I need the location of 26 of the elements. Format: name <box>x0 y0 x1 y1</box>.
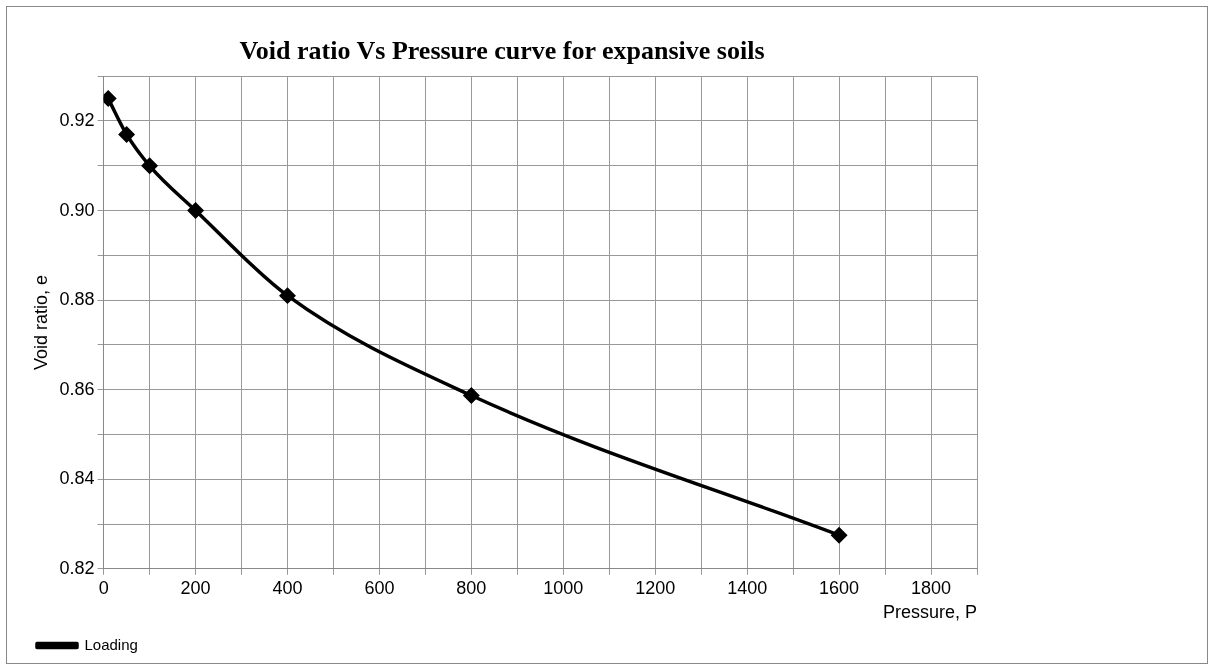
x-tick-label: 0 <box>98 577 109 598</box>
x-tick-label: 1600 <box>819 577 860 598</box>
x-tick-label: 400 <box>272 577 303 598</box>
point <box>187 202 204 219</box>
y-tick-label: 0.86 <box>59 378 95 399</box>
y-tick-label: 0.84 <box>59 468 95 489</box>
point <box>463 387 480 404</box>
point <box>831 527 847 543</box>
point <box>141 158 158 174</box>
x-tick-label: 800 <box>456 577 487 598</box>
y-tick-label: 0.92 <box>59 109 95 130</box>
y-tick-label: 0.90 <box>59 199 95 220</box>
y-tick-label: 0.82 <box>59 557 95 578</box>
y-axis-title: Void ratio, e <box>30 274 51 371</box>
legend-label: Loading <box>84 635 138 653</box>
x-tick-label: 1000 <box>543 577 584 598</box>
y-tick-label: 0.88 <box>59 289 95 310</box>
x-tick-label: 600 <box>364 577 395 598</box>
x-tick-label: 1400 <box>727 577 768 598</box>
point <box>118 126 135 143</box>
x-tick-label: 200 <box>180 577 211 598</box>
x-tick-label: 1800 <box>911 577 952 598</box>
x-axis-title: Pressure, P <box>882 602 977 623</box>
x-tick-label: 1200 <box>635 577 676 598</box>
chart-title: Void ratio Vs Pressure curve for expansive soils <box>239 36 765 66</box>
point <box>279 287 296 304</box>
